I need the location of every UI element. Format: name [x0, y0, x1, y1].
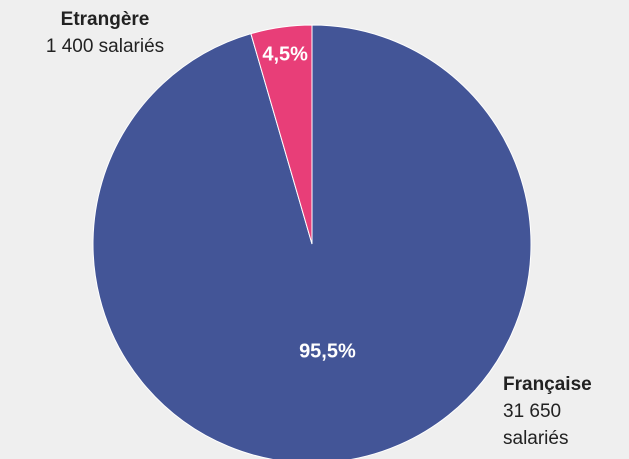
value-label: 95,5% — [299, 341, 356, 363]
category-detail: 31 650 salariés — [503, 401, 569, 449]
category-name: Etrangère — [60, 9, 150, 30]
category-name: Française — [503, 374, 592, 395]
category-detail: 1 400 salariés — [45, 36, 165, 57]
category-label: Etrangère 1 400 salariés — [5, 6, 205, 60]
value-label: 4,5% — [262, 44, 308, 66]
pie-slice — [250, 24, 313, 245]
category-label: Française 31 650 salariés — [503, 371, 623, 452]
